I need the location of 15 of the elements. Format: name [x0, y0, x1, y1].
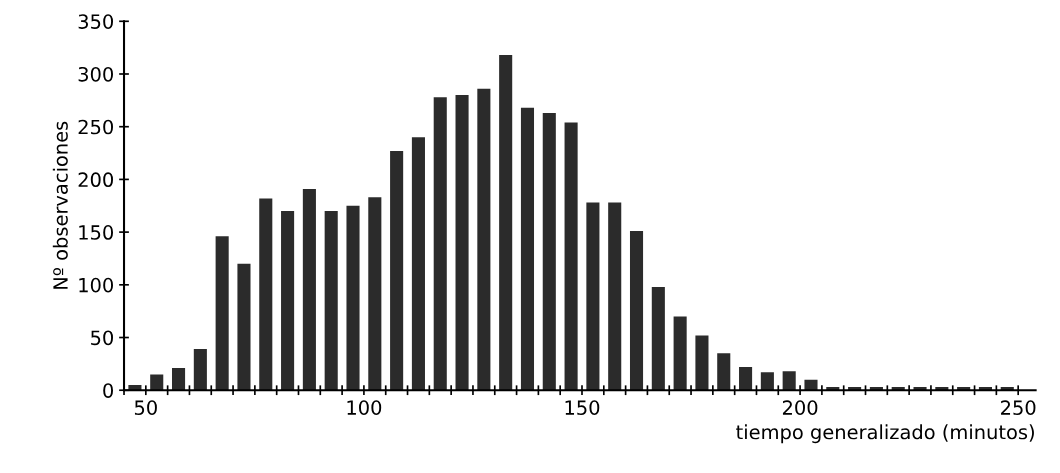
y-tick-label: 300	[78, 66, 114, 82]
y-tick-label: 250	[78, 119, 114, 135]
y-tick-label: 350	[78, 14, 114, 29]
x-tick-label: 250	[1001, 400, 1036, 415]
y-tick-label: 150	[79, 225, 114, 240]
y-tick-label: 0	[103, 383, 114, 398]
y-tick-label: 50	[91, 330, 114, 346]
x-tick-label: 50	[134, 400, 157, 415]
y-tick-label: 200	[78, 172, 114, 188]
y-tick-label: 100	[79, 277, 114, 293]
x-tick-label: 200	[782, 400, 818, 415]
x-tick-label: 150	[565, 400, 600, 415]
y-axis-title: Nº observaciones	[52, 121, 68, 289]
x-tick-label: 100	[347, 400, 382, 415]
x-axis-title: tiempo generalizado (minutos)	[736, 424, 1034, 444]
